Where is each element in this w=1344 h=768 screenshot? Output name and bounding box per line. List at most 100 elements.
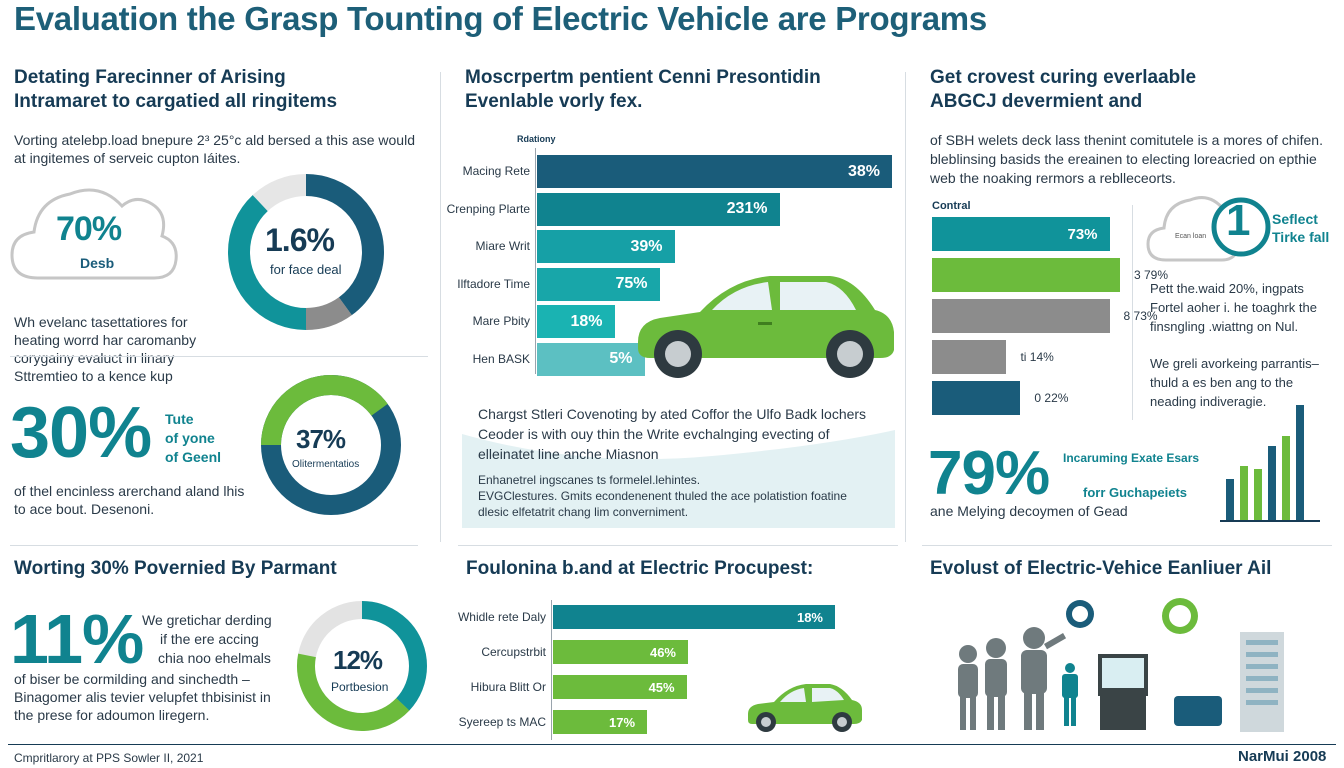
bar: ti 14% [932,340,1054,374]
text-line: if the ere accing [160,631,259,647]
mini-bar [1240,465,1248,520]
bar-value-label: 46% [649,644,676,660]
donut-chart-3 [297,601,427,731]
text-line: bleblinsing basids the ereainen to elect… [930,151,1317,167]
donut-2-segment [261,375,401,515]
bar-category-label: Macing Rete [462,164,530,178]
bar-value-label: 3 79% [1134,268,1169,282]
chart1-axis [535,148,536,374]
text-line: Sttremtieo to a kence kup [14,368,173,384]
col3-section-heading: Evolust of Electric-Vehice Eanliuer Ail [930,558,1272,579]
bar-row: 8 73% [932,299,1158,333]
bar-category-label: Whidle rete Daly [457,610,546,624]
badge-text: Seflect Tirke fall [1272,210,1329,246]
col3-heading: Get crovest curing everlaable ABGCJ deve… [930,66,1196,114]
bar-row: 3 79% [932,258,1168,292]
bar-row: Hen BASK 5% [440,342,900,376]
divider [922,545,1332,546]
text-line: of SBH welets deck lass thenint comitute… [930,132,1323,148]
cloud-label: Desb [80,255,115,271]
text-line: Binagomer alis tevier velupfet thbisinis… [14,689,271,705]
col1-section-heading: Worting 30% Povernied By Parmant [14,558,337,579]
divider [10,545,418,546]
text-line: Enhanetrel ingscanes ts formelel.lehinte… [478,473,701,487]
text-line: the prese for adoumon liregern. [14,707,210,723]
bar-row: Whidle rete Daly 18% [440,605,900,629]
big-stat-79-caption-bottom: ane Melying decoymen of Gead [930,503,1128,519]
col2-info-text-2: Enhanetrel ingscanes ts formelel.lehinte… [478,472,847,520]
cloud-icon [10,188,178,280]
col1-bottom-text: of biser be cormilding and sinchedth – B… [14,670,271,724]
col1-intro: Vorting atelebp.load bnepure 2³ 25°c ald… [14,131,415,167]
bar: 39% [537,230,675,263]
bar-value-label: 231% [726,200,768,217]
small-car-illustration [748,684,862,732]
bar-value-label: 17% [608,714,636,730]
mini-bar [1282,436,1290,520]
donut-2-label: Olitermentatios [292,459,360,470]
col1-intro-line: Vorting atelebp.load bnepure 2³ 25°c ald… [14,132,415,148]
column-divider [905,72,906,542]
bar: 17% [553,710,648,734]
text-line: Tirke fall [1272,229,1330,245]
mini-bar [1254,468,1262,520]
col2-section-heading: Foulonina b.and at Electric Procupest: [466,558,814,579]
bar: 231% [537,192,780,226]
mini-bar [1268,445,1276,520]
bar-category-label: Mare Pbity [472,314,530,328]
divider [10,356,428,357]
text-line: finsngling .wiattng on Nul. [1150,319,1299,334]
mini-bar [1226,479,1234,520]
donut-2-value: 37% [296,424,346,454]
bar-row: 0 22% [932,381,1132,415]
big-stat-11: 11% [10,600,144,678]
footer-left: Cmpritlarory at PPS Sowler II, 2021 [14,751,204,765]
bar-category-label: Cercupstrbit [481,645,546,659]
bar-value-label: 5% [609,350,633,367]
bar: 75% [537,267,660,301]
number-badge-icon [1211,197,1271,257]
text-line: neading indiveragie. [1150,394,1267,409]
big-stat-11-text: We gretichar derding if the ere accing c… [142,611,272,668]
page-title: Evaluation the Grasp Tounting of Electri… [14,0,987,37]
mini-chart-axis [1220,520,1320,522]
text-line: We gretichar derding [142,612,272,628]
col3-right-text-1: Pett the.waid 20%, ingpats Fortel aoher … [1150,279,1317,336]
col1-heading: Detating Farecinner of Arising Intramare… [14,66,337,114]
bar-value-label: 73% [1067,225,1098,243]
bar-value-label: 38% [847,162,880,180]
bar: 18% [537,305,615,338]
col3-intro: of SBH welets deck lass thenint comitute… [930,131,1323,188]
divider [458,545,898,546]
bar-row: Cercupstrbit 46% [440,640,900,664]
bar-category-label: Miare Writ [475,239,530,253]
caption-line: of Geenl [165,449,222,465]
bar: 5% [537,342,645,376]
donut-1-segment [228,174,384,330]
mini-bar-chart [1226,400,1316,520]
donut-3-segment [297,601,427,731]
col1-mid-text: Wh evelanc tasettatiores for heating wor… [14,313,196,385]
charging-station-illustration [958,598,1284,732]
bar: 18% [553,605,835,629]
text-line: elleinatet line anche Miasnon [478,446,659,462]
donut-1-value: 1.6% [265,222,335,258]
bar-row: 73% [932,217,1132,251]
bar-row: ti 14% [932,340,1132,374]
text-line: of thel encinless arerchand aland lhis [14,483,245,499]
bar-category-label: Hibura Blitt Or [470,680,546,694]
bar: 45% [553,675,687,699]
bar-value-label: ti 14% [1020,350,1054,364]
text-line: corygainy evaluct in linary [14,350,175,366]
text-line: web the noaking rermors a reblleceorts. [930,170,1176,186]
bar-category-label: Syereep ts MAC [458,715,546,729]
text-line: We greli avorkeing parrantis– [1150,356,1319,371]
col1-lower-text: of thel encinless arerchand aland lhis t… [14,482,244,518]
text-line: EVGClestures. Gmits econdenenent thuled … [478,489,847,503]
big-stat-79-caption-right: forr Guchapeiets [1083,485,1188,500]
badge-number: 1 [1226,196,1251,245]
donut-3-value: 12% [333,645,383,675]
bar: 46% [553,640,688,664]
col1-intro-line: at ingitemes of serveic cupton Iáites. [14,150,241,166]
donut-3-segment [297,601,427,731]
